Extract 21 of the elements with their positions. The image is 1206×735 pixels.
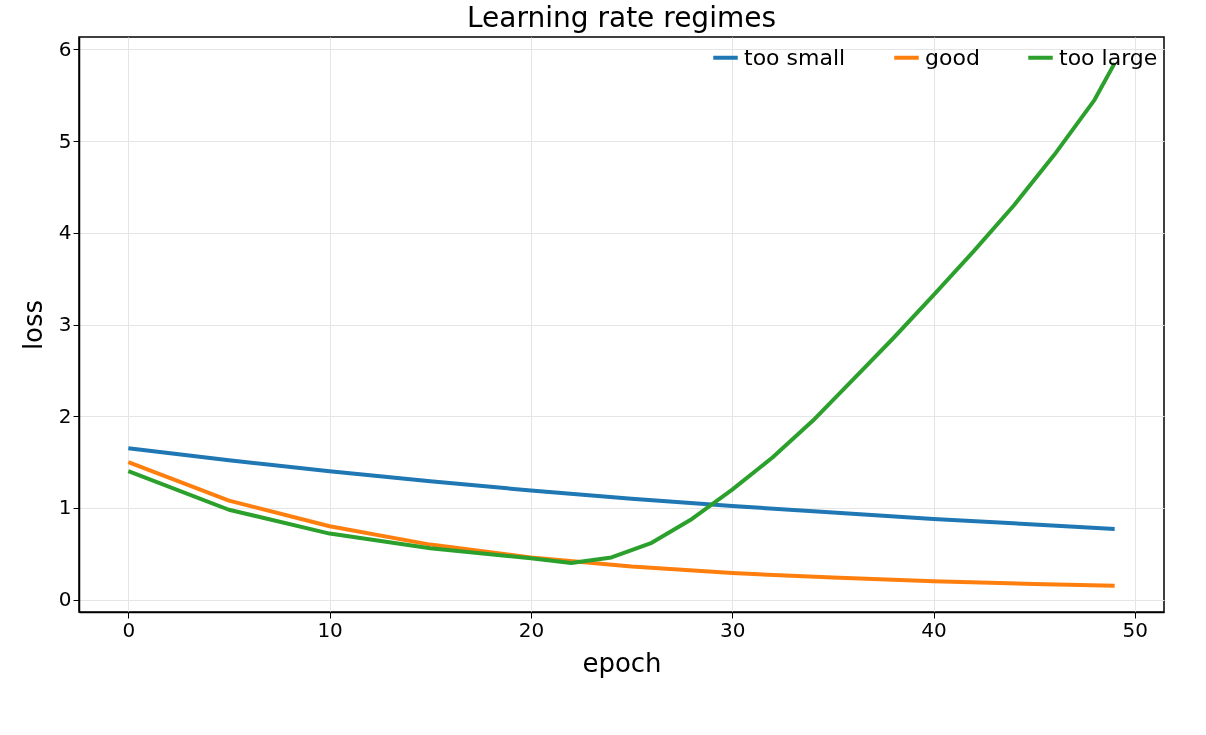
y-tick-label: 0 <box>58 587 72 612</box>
y-tick-label: 1 <box>58 495 72 520</box>
x-axis-title: epoch <box>582 647 662 678</box>
x-tick-label: 40 <box>921 617 947 642</box>
chart-title: Learning rate regimes <box>467 1 776 34</box>
x-tick-label: 10 <box>317 617 343 642</box>
line-series <box>126 446 1117 532</box>
y-tick-label: 5 <box>58 128 72 153</box>
x-tick-label: 30 <box>719 617 746 642</box>
legend-label: good <box>925 44 980 70</box>
y-tick-label: 4 <box>58 220 72 245</box>
y-axis-title: loss <box>17 299 48 351</box>
x-tick-label: 20 <box>518 617 545 642</box>
legend-label: too small <box>744 44 846 70</box>
y-tick-label: 2 <box>58 403 72 428</box>
y-tick-label: 3 <box>58 312 72 336</box>
line-series <box>126 460 1117 588</box>
x-tick-label: 0 <box>122 617 136 642</box>
x-tick-label: 50 <box>1122 617 1149 642</box>
y-tick-label: 6 <box>58 36 72 61</box>
legend-label: too large <box>1059 44 1158 70</box>
